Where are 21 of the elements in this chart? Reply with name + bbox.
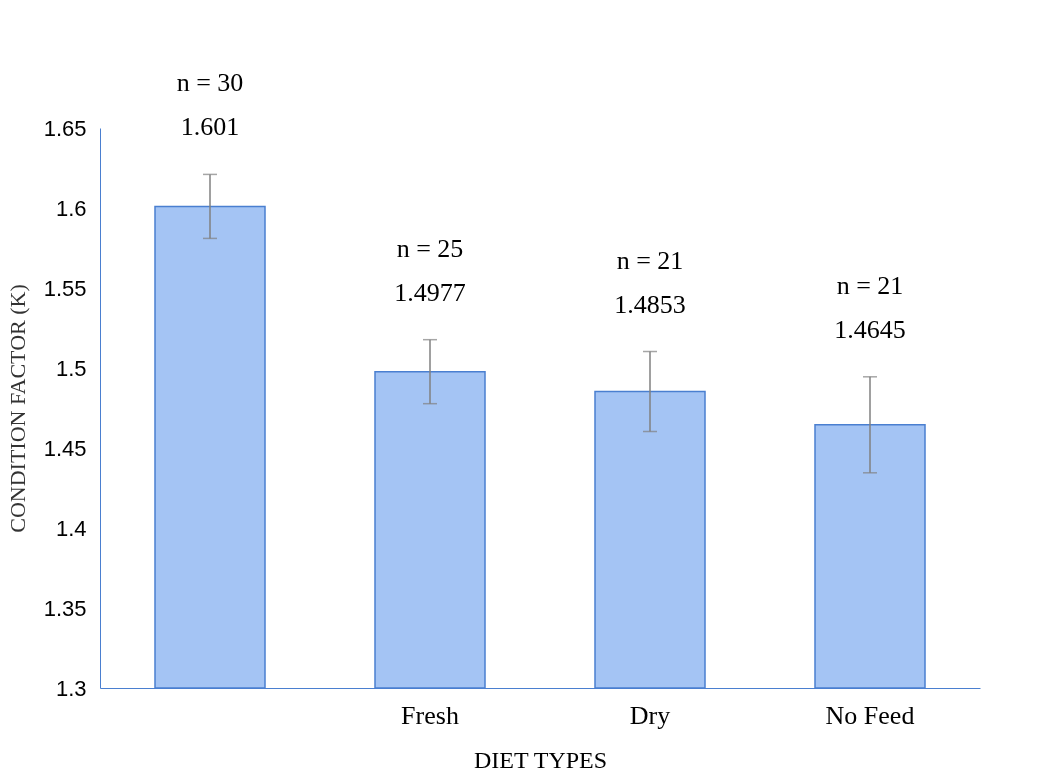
data-label: 1.4645 (834, 314, 906, 344)
annotation: n = 25 (396, 233, 464, 263)
y-tick-label: 1.35 (43, 595, 87, 621)
data-label: 1.4977 (394, 277, 466, 307)
x-axis-title: DIET TYPES (473, 746, 608, 773)
annotation: n = 21 (616, 245, 684, 275)
y-tick-label: 1.5 (55, 355, 87, 381)
annotation: n = 21 (836, 270, 904, 300)
y-tick-label: 1.45 (43, 435, 87, 461)
x-tick-label: Dry (629, 700, 671, 730)
text: n = 30 (176, 68, 244, 98)
y-tick-label: 1.65 (43, 115, 87, 141)
y-tick-label: 1.4 (55, 515, 87, 541)
y-tick-label: 1.55 (43, 275, 87, 301)
x-tick-label: No Feed (825, 700, 915, 730)
x-tick-label: Fresh (401, 700, 459, 730)
y-tick-label: 1.3 (55, 675, 87, 701)
y-axis-title: CONDITION FACTOR (K) (4, 284, 30, 533)
data-label: 1.4853 (614, 289, 686, 319)
y-tick-label: 1.6 (55, 195, 87, 221)
data-label: 1.601 (180, 112, 240, 142)
